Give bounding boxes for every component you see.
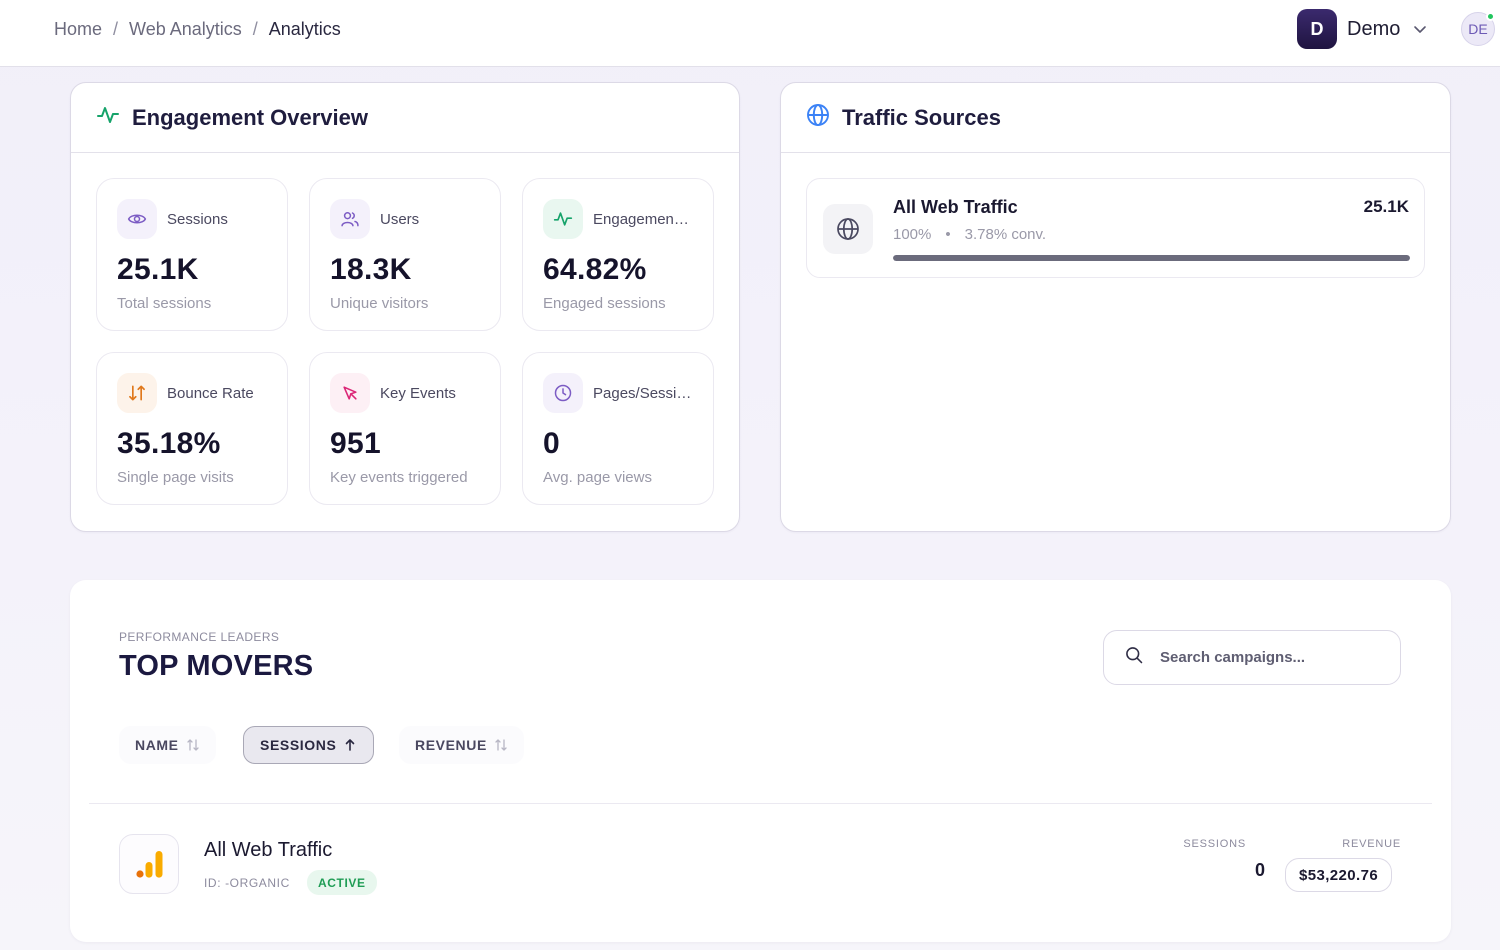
metric-value: 64.82% [543,253,647,286]
status-badge: ACTIVE [307,870,377,895]
metric-value: 951 [330,427,381,460]
top-movers-panel: PERFORMANCE LEADERS TOP MOVERS NAME SESS… [70,580,1451,942]
globe-icon [823,204,873,254]
metric-label: Engagement Rate [593,210,693,228]
metric-label: Key Events [380,384,456,402]
metric-subtitle: Single page visits [117,469,234,486]
traffic-source-row[interactable]: All Web Traffic 25.1K 100% • 3.78% conv. [806,178,1425,278]
metric-card-sessions[interactable]: Sessions 25.1K Total sessions [96,178,288,331]
activity-icon [96,103,120,132]
metric-value: 18.3K [330,253,412,286]
metric-label: Sessions [167,210,228,228]
engagement-card-header: Engagement Overview [71,83,739,153]
traffic-share-bar-fill [893,255,1410,261]
metric-subtitle: Key events triggered [330,469,468,486]
search-icon [1124,645,1144,670]
user-avatar[interactable]: DE [1461,12,1495,46]
sort-by-name-button[interactable]: NAME [119,726,216,764]
movers-divider [89,803,1432,804]
metric-label: Bounce Rate [167,384,254,402]
users-icon [330,199,370,239]
chevron-down-icon [1412,21,1428,37]
sort-arrows-icon [494,738,508,752]
engagement-overview-card: Engagement Overview Sessions 25.1K Total… [70,82,740,532]
user-initials: DE [1468,21,1488,37]
metric-label: Users [380,210,420,228]
revenue-column-label: REVENUE [1342,838,1401,850]
workspace-avatar: D [1297,9,1337,49]
metric-card-users[interactable]: Users 18.3K Unique visitors [309,178,501,331]
traffic-card-header: Traffic Sources [781,83,1450,153]
activity-icon [543,199,583,239]
metric-card-engagement-rate[interactable]: Engagement Rate 64.82% Engaged sessions [522,178,714,331]
metric-subtitle: Total sessions [117,295,212,312]
cursor-click-icon [330,373,370,413]
traffic-card-title: Traffic Sources [842,104,1001,130]
traffic-share-bar [893,255,1410,261]
campaign-search[interactable] [1103,630,1401,685]
meta-separator: • [945,226,951,243]
engagement-card-title: Engagement Overview [132,104,368,130]
movers-title: TOP MOVERS [119,650,314,682]
metric-value: 0 [543,427,560,460]
online-status-dot [1486,12,1495,21]
sort-label: REVENUE [415,737,487,753]
traffic-source-name: All Web Traffic [893,197,1018,217]
breadcrumb: Home / Web Analytics / Analytics [54,19,341,40]
sort-by-revenue-button[interactable]: REVENUE [399,726,524,764]
metric-subtitle: Engaged sessions [543,295,666,312]
metric-card-pages-per-session[interactable]: Pages/Session 0 Avg. page views [522,352,714,505]
mover-name[interactable]: All Web Traffic [204,839,333,861]
breadcrumb-home[interactable]: Home [54,19,103,39]
breadcrumb-web-analytics[interactable]: Web Analytics [129,19,242,39]
breadcrumb-separator: / [252,19,258,39]
clock-icon [543,373,583,413]
sessions-column-label: SESSIONS [1183,838,1246,850]
traffic-source-conversion: 3.78% conv. [964,226,1047,243]
search-input[interactable] [1160,649,1380,666]
metric-value: 25.1K [117,253,199,286]
mover-id: ID: -ORGANIC [204,876,290,890]
metric-subtitle: Avg. page views [543,469,652,486]
globe-icon [806,103,830,132]
metric-card-key-events[interactable]: Key Events 951 Key events triggered [309,352,501,505]
movers-eyebrow: PERFORMANCE LEADERS [119,630,280,644]
traffic-sources-card: Traffic Sources All Web Traffic 25.1K 10… [780,82,1451,532]
arrow-up-icon [343,738,357,752]
metric-value: 35.18% [117,427,221,460]
sort-label: NAME [135,737,179,753]
traffic-source-meta: 100% • 3.78% conv. [893,226,1046,243]
traffic-source-value: 25.1K [1363,197,1409,216]
mover-revenue: $53,220.76 [1285,858,1393,892]
top-bar: Home / Web Analytics / Analytics D Demo … [0,0,1500,67]
arrows-up-down-icon [117,373,157,413]
breadcrumb-current: Analytics [268,19,341,39]
workspace-switcher[interactable]: D Demo [1297,9,1428,49]
metric-label: Pages/Session [593,384,693,402]
sort-arrows-icon [186,738,200,752]
sort-label: SESSIONS [260,737,337,753]
sort-by-sessions-button[interactable]: SESSIONS [243,726,375,764]
metric-subtitle: Unique visitors [330,295,429,312]
eye-icon [117,199,157,239]
traffic-source-share: 100% [893,226,932,243]
mover-sessions: 0 [1254,860,1265,880]
google-analytics-icon [119,834,179,894]
workspace-name: Demo [1347,17,1401,40]
breadcrumb-separator: / [113,19,119,39]
metric-card-bounce-rate[interactable]: Bounce Rate 35.18% Single page visits [96,352,288,505]
